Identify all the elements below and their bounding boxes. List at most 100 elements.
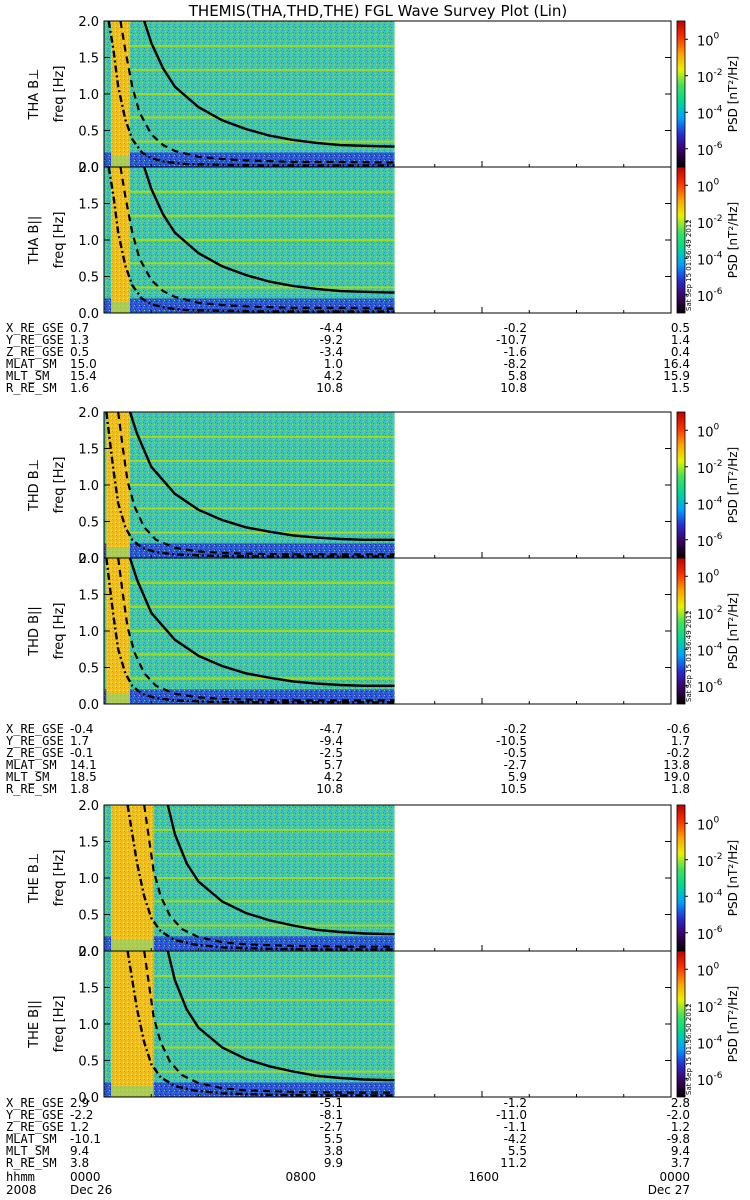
ephem-value: -10.5 bbox=[496, 734, 527, 748]
ephem-label: Z_RE_GSE bbox=[6, 746, 64, 760]
ephem-value: 0.7 bbox=[70, 321, 89, 335]
high-psd-interval bbox=[111, 951, 154, 1097]
year-label: 2008 bbox=[6, 1183, 37, 1197]
colorbar-scale bbox=[676, 557, 686, 705]
colorbar-tick-label: 10-6 bbox=[697, 1071, 723, 1089]
colorbar-tick-label: 10-6 bbox=[697, 532, 723, 550]
colorbar-tick-label: 100 bbox=[697, 177, 720, 195]
start-day-label: Dec 26 bbox=[70, 1183, 112, 1197]
y-tick-label: 0.5 bbox=[78, 909, 99, 924]
ephem-value: 3.8 bbox=[324, 1144, 343, 1158]
y-tick-label: 1.5 bbox=[78, 443, 99, 458]
y-tick-label: 0.5 bbox=[78, 516, 99, 531]
solid-curve bbox=[166, 804, 395, 936]
panel-ylabel: THA B⊥ bbox=[27, 69, 42, 121]
panel-unit-label: freq [Hz] bbox=[52, 212, 67, 269]
y-tick-label: 1.5 bbox=[78, 589, 99, 604]
y-tick-label: 1.5 bbox=[78, 836, 99, 851]
ephem-value: 0.5 bbox=[671, 321, 690, 335]
colorbar-tick-label: 10-2 bbox=[697, 852, 723, 870]
ephem-value: -9.4 bbox=[320, 734, 343, 748]
ephem-value: -4.2 bbox=[504, 1132, 527, 1146]
ephem-value: -5.1 bbox=[320, 1096, 343, 1110]
spectrogram-panel-the-par: 0.0 0.5 1.0 1.5 2.0 THE B|| freq [Hz] bbox=[27, 945, 672, 1106]
colorbar-scale bbox=[676, 950, 686, 1098]
spectrogram-panel-the-perp: 0.0 0.5 1.0 1.5 2.0 THE B⊥ freq [Hz] bbox=[27, 799, 672, 960]
y-tick-label: 0.0 bbox=[78, 307, 99, 322]
ephem-label: X_RE_GSE bbox=[6, 722, 64, 736]
colorbar-tick-label: 10-6 bbox=[697, 678, 723, 696]
dashed-curve bbox=[143, 804, 395, 948]
time-tick-label: 1600 bbox=[468, 1170, 499, 1184]
ephemeris-block-tha: X_RE_GSE 0.7 -4.4 -0.2 0.5 Y_RE_GSE 1.3 -9.2 -10… bbox=[6, 321, 690, 395]
ephem-value: -10.7 bbox=[496, 333, 527, 347]
ephem-value: 10.8 bbox=[316, 782, 343, 796]
figure-title: THEMIS(THA,THD,THE) FGL Wave Survey Plot… bbox=[188, 2, 567, 20]
ephem-value: -0.6 bbox=[667, 722, 690, 736]
y-tick-label: 0.0 bbox=[78, 161, 99, 176]
colorbar: 10-6 10-4 10-2 100 PSD [nT²/Hz] bbox=[676, 804, 740, 952]
dashdot-curve bbox=[107, 166, 395, 313]
y-tick-label: 2.0 bbox=[78, 945, 99, 960]
ephem-value: -2.7 bbox=[320, 1120, 343, 1134]
ephem-value: 1.7 bbox=[671, 734, 690, 748]
ephem-label: Z_RE_GSE bbox=[6, 1120, 64, 1134]
time-tick-label: 0000 bbox=[70, 1170, 101, 1184]
ephem-label: Y_RE_GSE bbox=[6, 333, 64, 347]
high-psd-lowband bbox=[111, 940, 154, 951]
ephem-label: R_RE_SM bbox=[6, 381, 57, 395]
panel-unit-label: freq [Hz] bbox=[52, 66, 67, 123]
ephem-value: -8.1 bbox=[320, 1108, 343, 1122]
solid-curve bbox=[143, 166, 395, 294]
ephem-value: -0.2 bbox=[504, 722, 527, 736]
y-tick-label: 1.5 bbox=[78, 982, 99, 997]
colorbar-tick-label: 10-2 bbox=[697, 605, 723, 623]
colorbar-scale bbox=[676, 804, 686, 952]
colorbar-label: PSD [nT²/Hz] bbox=[726, 447, 740, 523]
colorbar: 10-6 10-4 10-2 100 PSD [nT²/Hz] Sat Sep 15 01… bbox=[676, 557, 740, 705]
y-tick-label: 0.0 bbox=[78, 552, 99, 567]
time-tick-label: 0000 bbox=[659, 1170, 690, 1184]
solid-curve bbox=[166, 950, 395, 1082]
colorbar-label: PSD [nT²/Hz] bbox=[726, 986, 740, 1062]
panel-ylabel: THD B|| bbox=[27, 606, 42, 657]
colorbar-tick-label: 10-4 bbox=[697, 104, 723, 122]
ephem-value: 19.0 bbox=[663, 770, 690, 784]
spectrogram-panel-tha-perp: 0.0 0.5 1.0 1.5 2.0 THA B⊥ freq [Hz] bbox=[27, 15, 672, 176]
y-tick-label: 1.5 bbox=[78, 198, 99, 213]
ephem-label: Z_RE_GSE bbox=[6, 345, 64, 359]
dashed-curve bbox=[117, 411, 395, 556]
high-psd-interval bbox=[111, 21, 130, 167]
high-psd-lowband bbox=[106, 547, 130, 558]
ephem-value: 2.8 bbox=[671, 1096, 690, 1110]
ephem-value: -9.2 bbox=[320, 333, 343, 347]
ephem-value: -1.1 bbox=[504, 1120, 527, 1134]
y-tick-label: 0.0 bbox=[78, 1091, 99, 1106]
ephem-value: -10.1 bbox=[70, 1132, 101, 1146]
y-tick-label: 2.0 bbox=[78, 406, 99, 421]
ephem-label: Y_RE_GSE bbox=[6, 734, 64, 748]
ephem-value: 5.9 bbox=[508, 770, 527, 784]
ephem-value: -11.0 bbox=[496, 1108, 527, 1122]
panel-unit-label: freq [Hz] bbox=[52, 457, 67, 514]
ephem-value: 3.8 bbox=[70, 1156, 89, 1170]
colorbar-tick-label: 10-4 bbox=[697, 1034, 723, 1052]
ephem-label: R_RE_SM bbox=[6, 782, 57, 796]
ephem-value: 13.8 bbox=[663, 758, 690, 772]
spectrogram-panel-thd-par: 0.0 0.5 1.0 1.5 2.0 THD B|| freq [Hz] bbox=[27, 552, 672, 713]
solid-curve bbox=[128, 411, 395, 541]
y-tick-label: 1.5 bbox=[78, 52, 99, 67]
colorbar-label: PSD [nT²/Hz] bbox=[726, 202, 740, 278]
ephem-label: MLAT_SM bbox=[6, 758, 57, 772]
ephem-label: MLAT_SM bbox=[6, 357, 57, 371]
y-tick-label: 0.5 bbox=[78, 662, 99, 677]
timestamp-stamp: Sat Sep 15 01:36:49 2012 bbox=[685, 610, 693, 702]
high-psd-lowband bbox=[111, 302, 130, 313]
ephem-value: 5.5 bbox=[508, 1144, 527, 1158]
colorbar-scale bbox=[676, 411, 686, 559]
colorbar-tick-label: 10-2 bbox=[697, 68, 723, 86]
ephem-value: -1.2 bbox=[504, 1096, 527, 1110]
ephem-value: 16.4 bbox=[663, 357, 690, 371]
y-tick-label: 1.0 bbox=[78, 872, 99, 887]
